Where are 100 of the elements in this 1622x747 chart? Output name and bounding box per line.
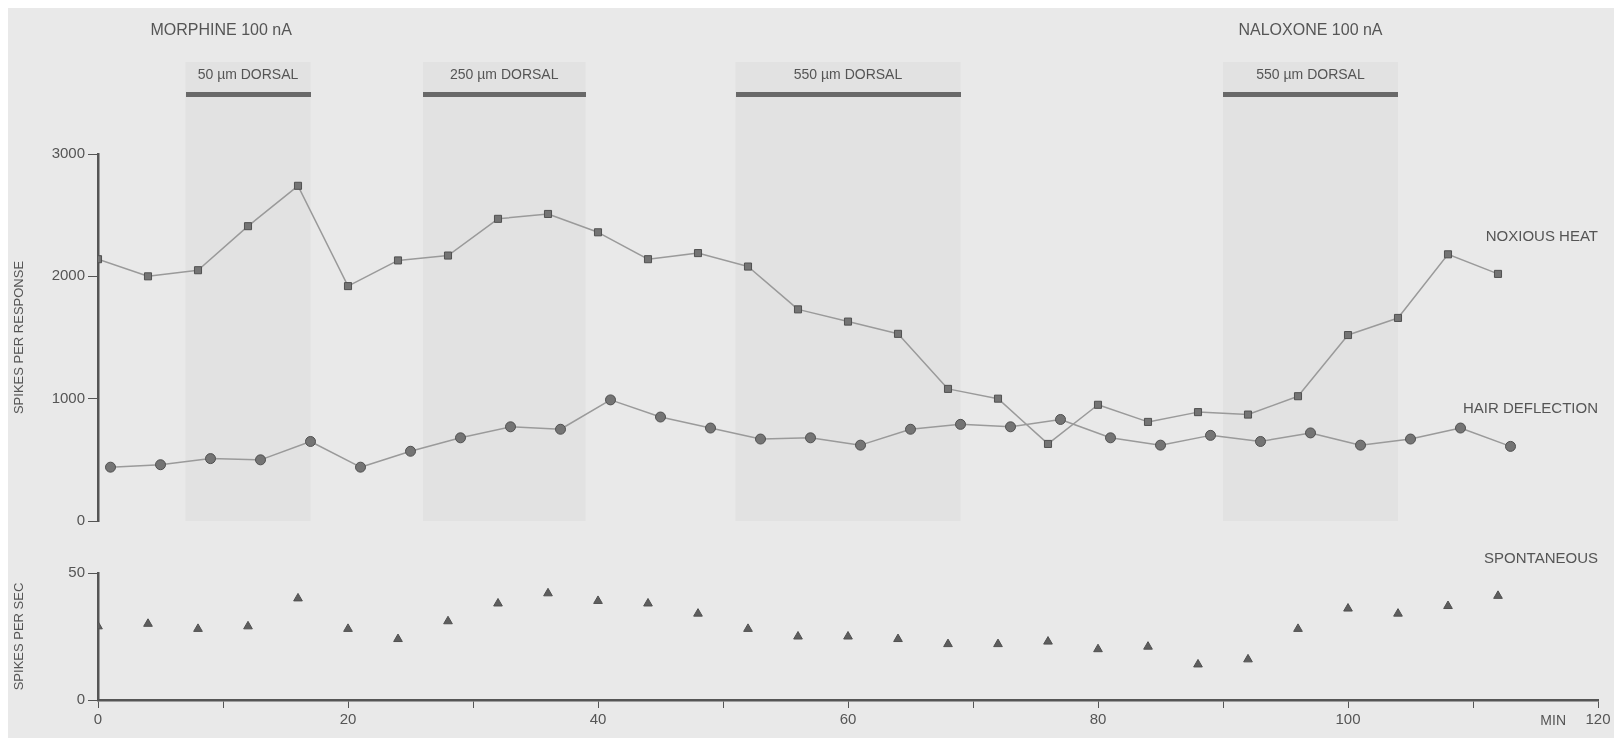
- point: [1293, 392, 1303, 401]
- point: [1393, 608, 1403, 617]
- y-axis-title: SPIKES PER SEC: [11, 582, 27, 691]
- point: [993, 638, 1003, 648]
- point: [1305, 427, 1316, 439]
- point: [555, 423, 566, 435]
- point: [155, 459, 166, 471]
- point: [343, 623, 353, 632]
- point: [643, 597, 653, 607]
- point: [1493, 590, 1503, 599]
- point: [105, 461, 116, 473]
- point: [643, 255, 653, 264]
- point: [493, 214, 503, 223]
- point: [143, 272, 153, 281]
- series-label: NOXIOUS HEAT: [1485, 226, 1598, 244]
- point: [1243, 410, 1253, 419]
- point: [443, 251, 453, 260]
- point: [1455, 422, 1466, 434]
- point: [1143, 417, 1153, 426]
- point: [855, 439, 866, 451]
- x-tick-label: 100: [1335, 710, 1361, 728]
- x-axis-title: MIN: [1540, 711, 1566, 728]
- point: [1193, 408, 1203, 417]
- y-axis-title: SPIKES PER RESPONSE: [11, 260, 27, 415]
- point: [1393, 313, 1403, 322]
- point: [205, 453, 216, 465]
- y-tick-label: 2000: [51, 266, 85, 284]
- point: [393, 256, 403, 265]
- point: [1443, 250, 1453, 259]
- point: [455, 432, 466, 444]
- point: [993, 394, 1003, 403]
- point: [543, 587, 553, 597]
- band-label: 250 µm DORSAL: [450, 65, 559, 82]
- point: [1005, 421, 1016, 433]
- x-tick-label: 40: [589, 710, 607, 728]
- point: [1093, 400, 1103, 409]
- point: [905, 423, 916, 435]
- point: [243, 620, 253, 630]
- y-tick-label: 1000: [51, 388, 85, 406]
- point: [505, 421, 516, 433]
- point: [593, 228, 603, 237]
- point: [893, 633, 903, 643]
- point: [843, 631, 853, 640]
- point: [1043, 439, 1053, 448]
- band-label: 50 µm DORSAL: [197, 65, 299, 82]
- x-tick-label: 20: [339, 710, 357, 728]
- point: [355, 461, 366, 473]
- point: [1343, 331, 1353, 340]
- point: [793, 305, 803, 314]
- point: [1443, 600, 1453, 610]
- series-label: HAIR DEFLECTION: [1462, 399, 1598, 417]
- point: [743, 262, 753, 271]
- point: [393, 633, 403, 643]
- point: [243, 222, 253, 231]
- point: [1155, 439, 1166, 451]
- point: [1343, 603, 1353, 612]
- point: [255, 454, 266, 466]
- point: [1243, 653, 1253, 663]
- point: [305, 435, 316, 447]
- point: [1093, 643, 1103, 653]
- x-tick-label: 0: [93, 710, 103, 728]
- point: [443, 615, 453, 625]
- x-tick-label: 120: [1585, 710, 1611, 728]
- point: [293, 181, 303, 190]
- point: [743, 623, 753, 632]
- point: [543, 209, 553, 218]
- series-label: SPONTANEOUS: [1484, 548, 1598, 566]
- point: [693, 608, 703, 617]
- point: [793, 631, 803, 640]
- point: [293, 592, 303, 602]
- point: [1505, 440, 1516, 452]
- point: [143, 618, 153, 627]
- point: [805, 432, 816, 444]
- point: [943, 384, 953, 393]
- point: [843, 317, 853, 326]
- point: [605, 394, 616, 406]
- point: [943, 638, 953, 648]
- point: [193, 623, 203, 632]
- point: [755, 433, 766, 445]
- point: [1105, 432, 1116, 444]
- point: [593, 595, 603, 604]
- band-label: 550 µm DORSAL: [1256, 65, 1365, 82]
- point: [1055, 413, 1066, 425]
- point: [1255, 435, 1266, 447]
- point: [955, 418, 966, 430]
- point: [1193, 658, 1203, 668]
- point: [1293, 623, 1303, 632]
- point: [1043, 636, 1053, 645]
- point: [1405, 433, 1416, 445]
- point: [1143, 641, 1153, 650]
- point: [405, 445, 416, 457]
- y-tick-label: 0: [76, 511, 85, 529]
- y-tick-label: 3000: [51, 144, 85, 162]
- x-tick-label: 60: [839, 710, 857, 728]
- point: [693, 249, 703, 258]
- point: [343, 282, 353, 291]
- point: [493, 597, 503, 607]
- point: [893, 329, 903, 338]
- point: [1493, 269, 1503, 278]
- y-tick-label: 50: [68, 563, 85, 581]
